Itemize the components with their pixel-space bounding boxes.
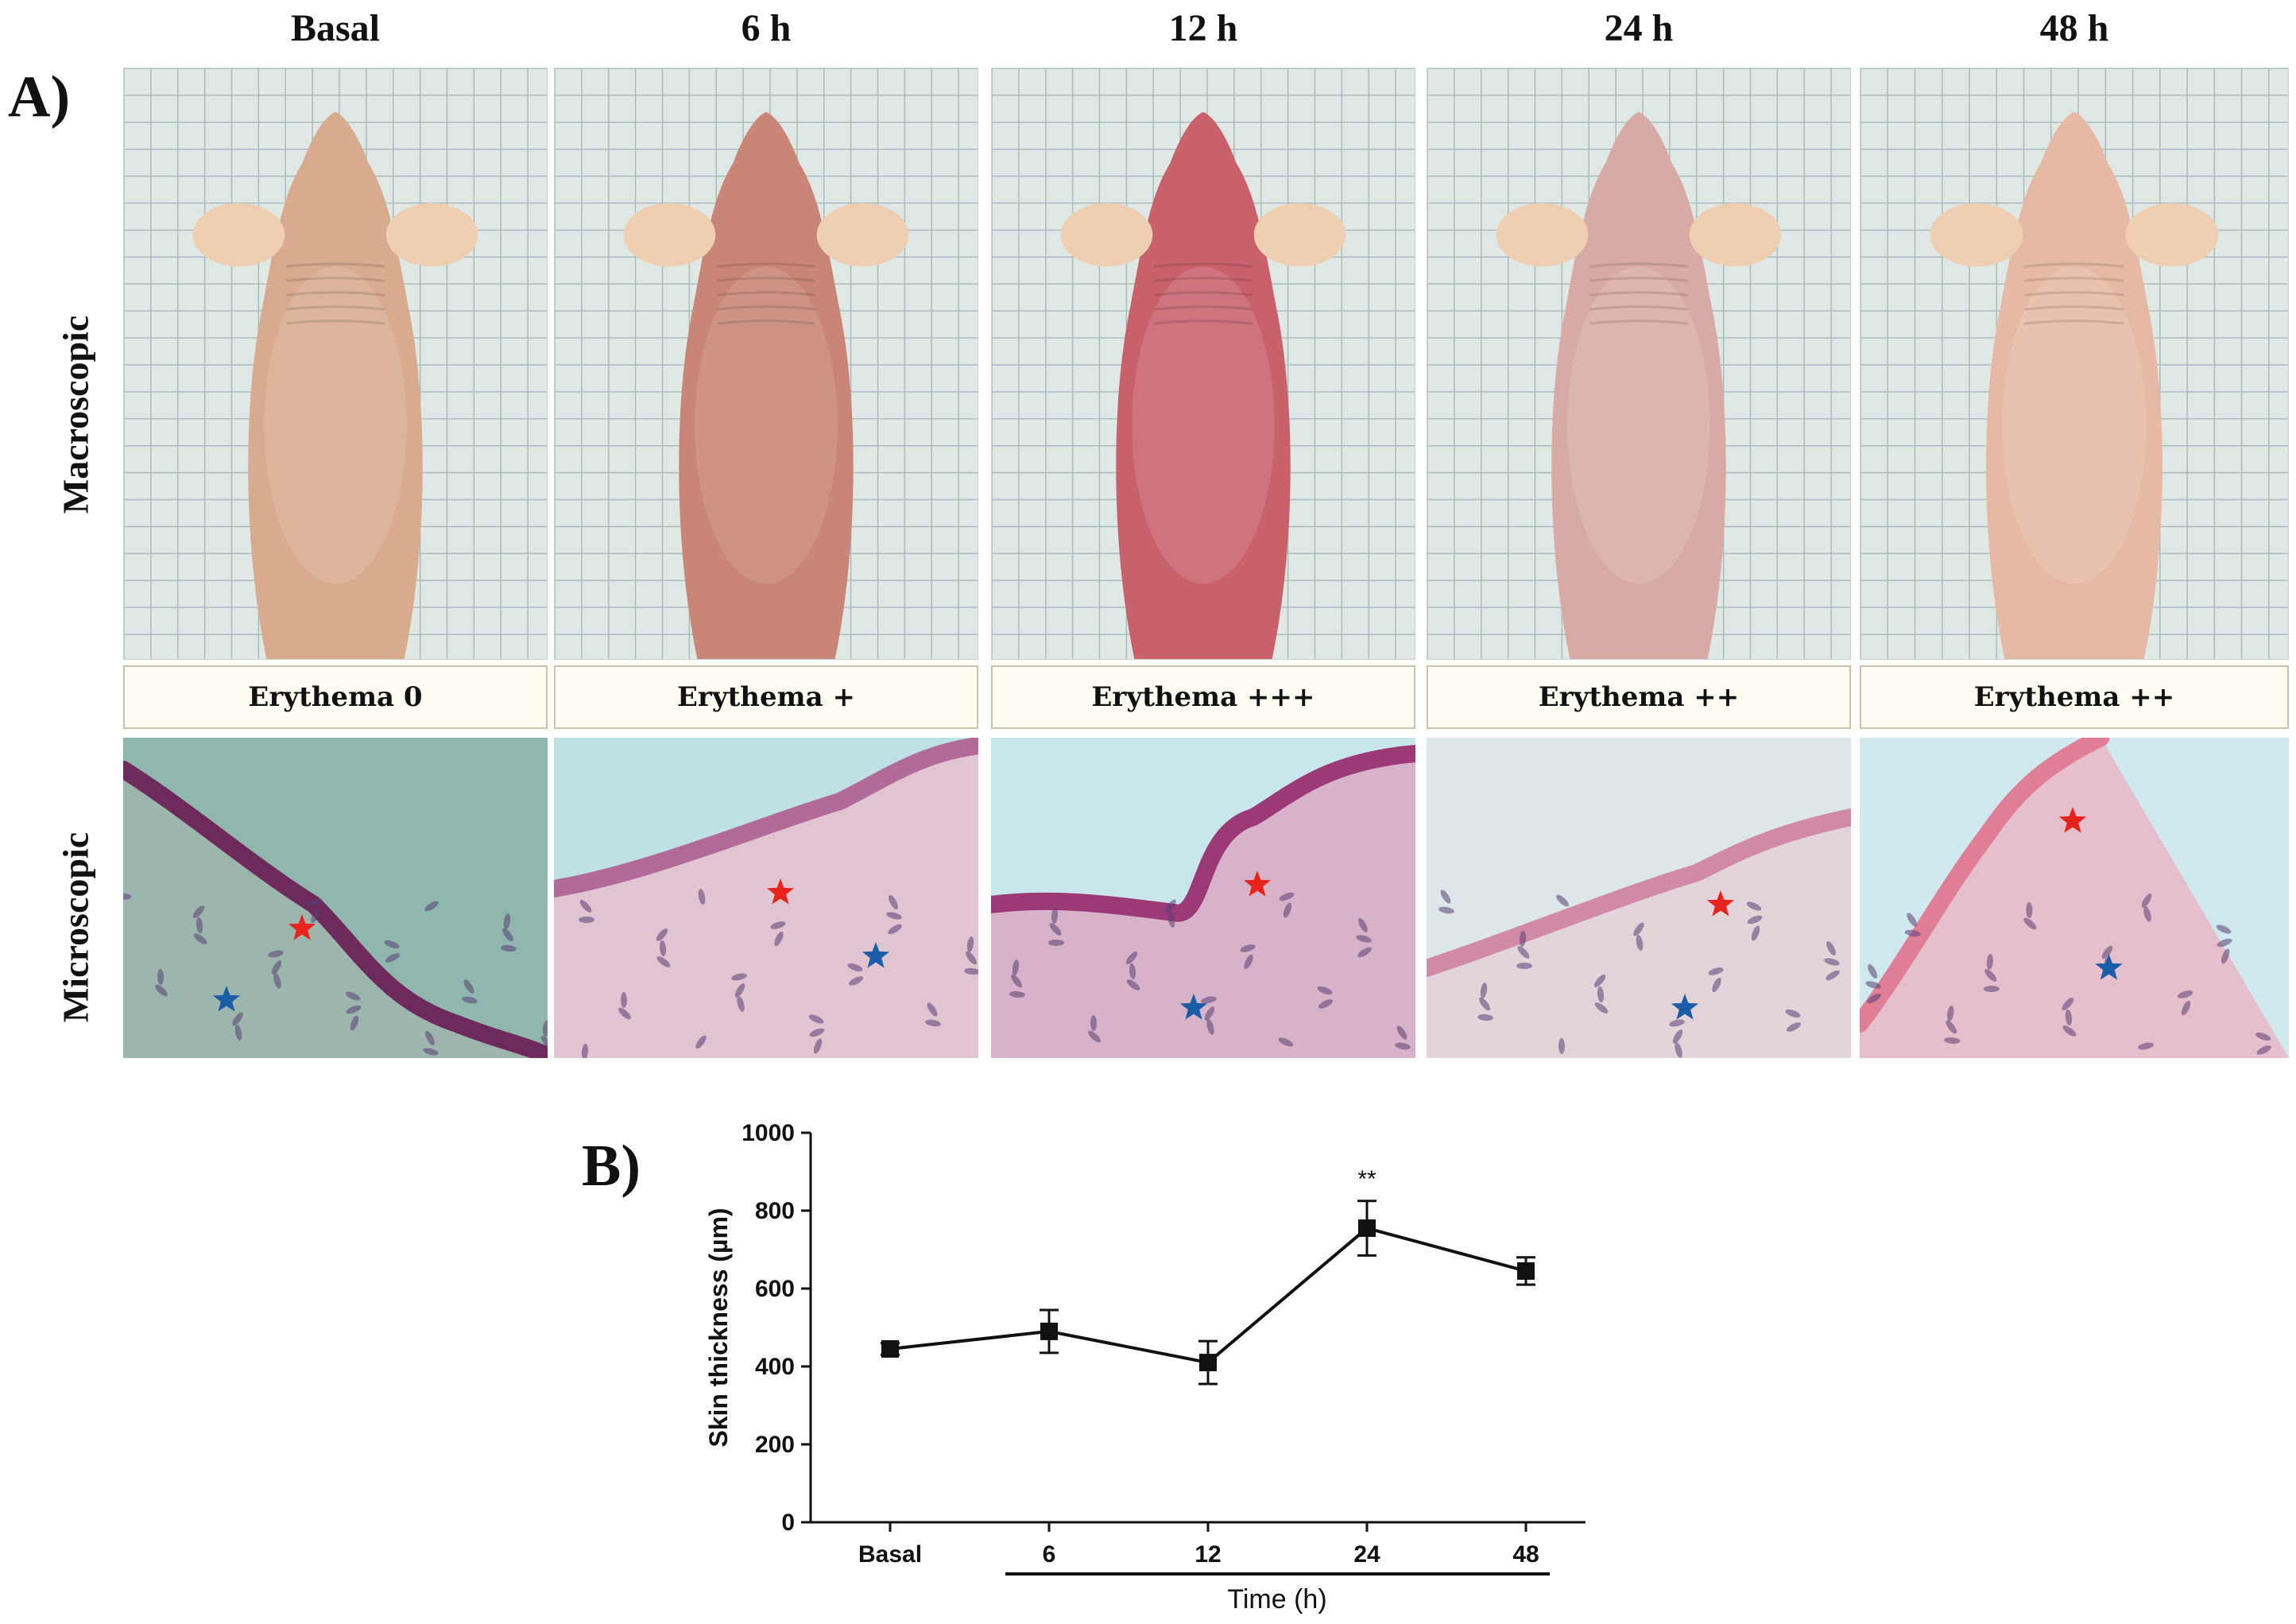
erythema-score-6h: Erythema + — [554, 665, 978, 729]
y-axis-label: Skin thickness (µm) — [704, 1207, 733, 1447]
x-tick-label: 12 — [1194, 1541, 1221, 1568]
column-header-basal: Basal — [290, 7, 381, 49]
macroscopic-photo-24h — [1427, 68, 1851, 660]
data-point — [1517, 1262, 1535, 1280]
microscopic-photo-12h — [991, 738, 1415, 1058]
y-tick-label: 600 — [755, 1276, 795, 1302]
erythema-score-24h: Erythema ++ — [1427, 665, 1851, 729]
x-tick-label: 24 — [1353, 1541, 1380, 1568]
macroscopic-photo-12h — [991, 68, 1415, 660]
row-label-microscopic: Microscopic — [55, 831, 96, 1023]
red-star-icon — [1243, 870, 1272, 897]
data-point — [1199, 1354, 1217, 1372]
panel-a-label: A) — [8, 64, 71, 130]
mouse-silhouette — [1930, 111, 2219, 659]
red-star-icon — [1706, 890, 1735, 917]
column-header-6h: 6 h — [741, 7, 792, 49]
column-header-48h: 48 h — [2039, 7, 2109, 49]
row-label-macroscopic: Macroscopic — [55, 315, 96, 514]
x-tick-label: 6 — [1043, 1541, 1056, 1568]
mouse-silhouette — [623, 111, 909, 659]
erythema-score-12h: Erythema +++ — [991, 665, 1415, 729]
data-point — [1040, 1322, 1058, 1340]
erythema-score-basal: Erythema 0 — [123, 665, 548, 729]
x-axis-label: Time (h) — [1227, 1584, 1326, 1614]
blue-star-icon — [861, 942, 890, 968]
red-star-icon — [2058, 807, 2087, 833]
skin-thickness-chart: 0 200 400 600 800 1000 Basal 6 12 24 48 Time (h) Ski… — [704, 1120, 1586, 1614]
significance-annotation: ** — [1357, 1166, 1376, 1192]
column-header-24h: 24 h — [1604, 7, 1674, 49]
y-tick-label: 0 — [781, 1510, 795, 1536]
microscopic-photo-24h — [1427, 738, 1851, 1058]
blue-star-icon — [212, 986, 241, 1012]
macroscopic-photo-basal — [123, 68, 548, 660]
mouse-silhouette — [192, 111, 478, 659]
mouse-silhouette — [1060, 111, 1346, 659]
mouse-silhouette — [1496, 111, 1782, 659]
erythema-score-48h: Erythema ++ — [1860, 665, 2289, 729]
data-point — [1358, 1219, 1376, 1238]
red-star-icon — [288, 914, 316, 940]
y-tick-label: 800 — [755, 1198, 795, 1224]
microscopic-photo-48h — [1860, 738, 2289, 1058]
macroscopic-photo-48h — [1860, 68, 2289, 660]
panel-b-label: B) — [582, 1134, 641, 1199]
blue-star-icon — [2095, 954, 2123, 980]
blue-star-icon — [1671, 994, 1699, 1020]
blue-star-icon — [1179, 994, 1208, 1020]
x-tick-label: 48 — [1512, 1541, 1539, 1568]
y-tick-label: 200 — [755, 1432, 795, 1458]
data-point — [881, 1339, 899, 1358]
macroscopic-photo-6h — [554, 68, 978, 660]
y-tick-label: 400 — [755, 1354, 795, 1380]
y-tick-label: 1000 — [741, 1120, 795, 1146]
red-star-icon — [766, 878, 795, 905]
x-tick-label: Basal — [858, 1541, 922, 1568]
column-header-12h: 12 h — [1168, 7, 1238, 49]
microscopic-photo-6h — [554, 738, 978, 1058]
microscopic-photo-basal — [123, 738, 548, 1058]
